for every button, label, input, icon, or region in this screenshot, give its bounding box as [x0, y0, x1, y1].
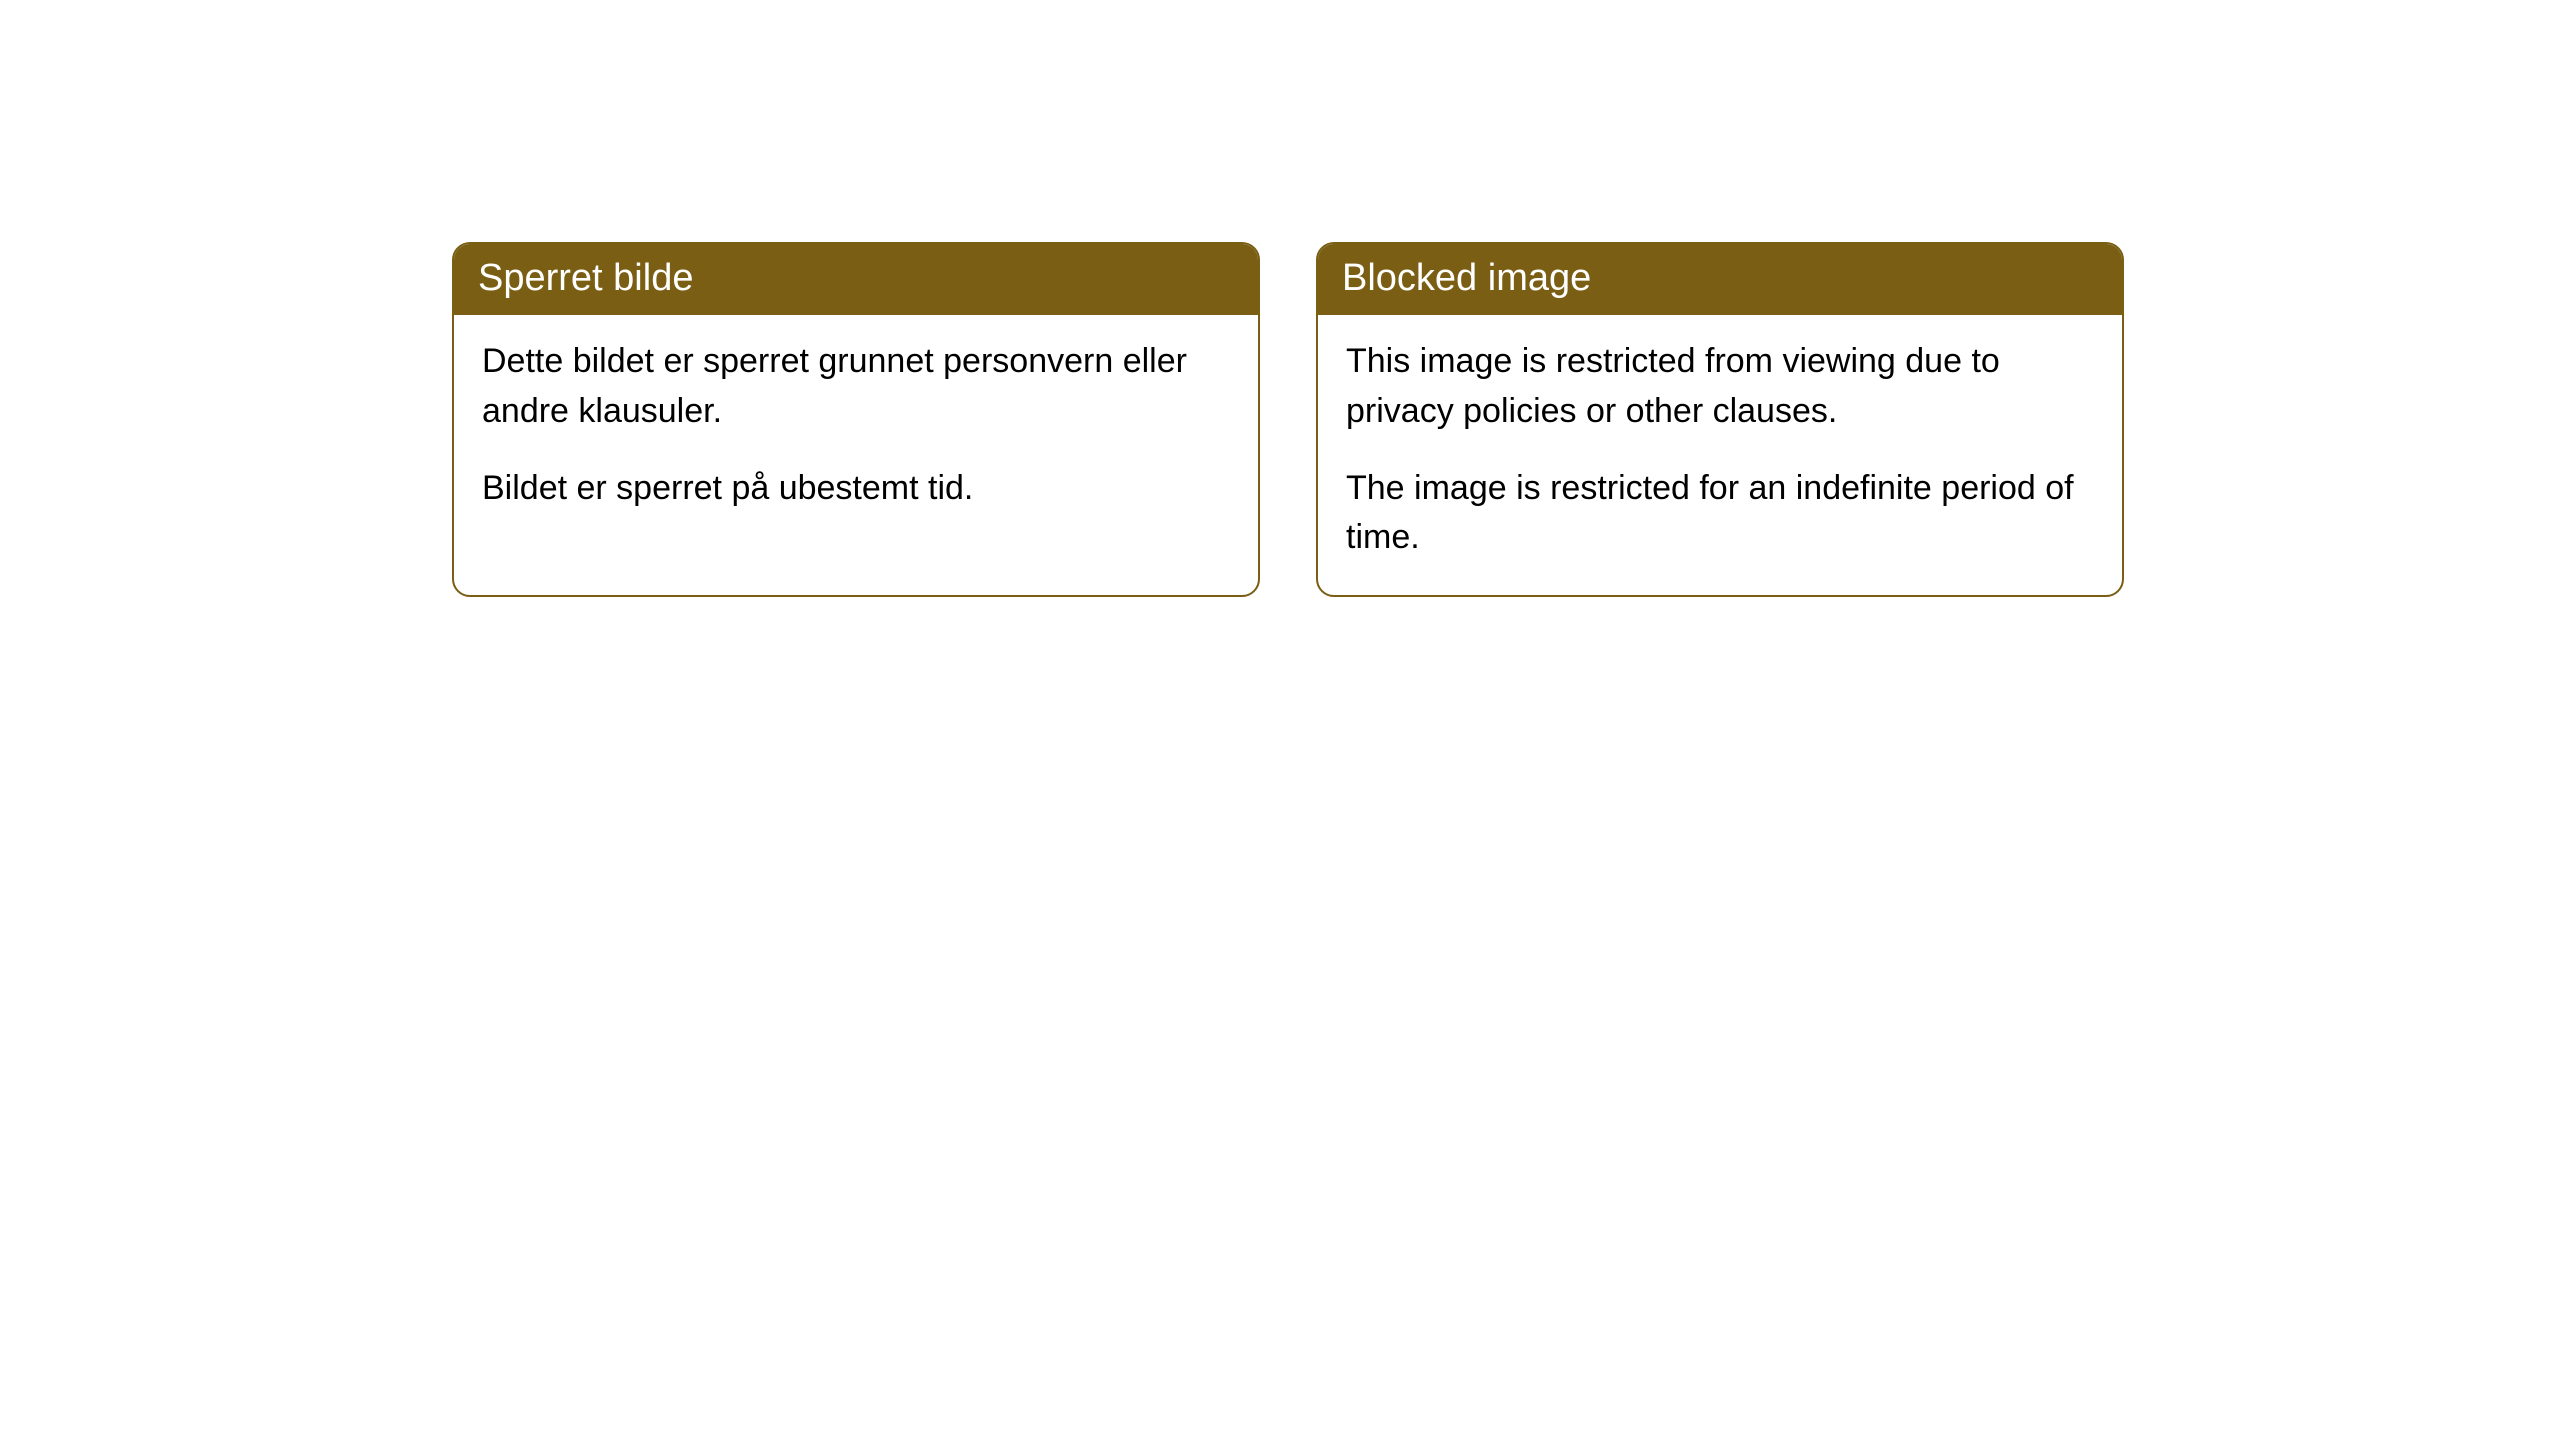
card-header: Sperret bilde	[454, 244, 1258, 315]
notice-card-english: Blocked image This image is restricted f…	[1316, 242, 2124, 597]
card-body: This image is restricted from viewing du…	[1318, 315, 2122, 594]
card-header: Blocked image	[1318, 244, 2122, 315]
card-paragraph: Bildet er sperret på ubestemt tid.	[482, 464, 1230, 513]
notice-cards-container: Sperret bilde Dette bildet er sperret gr…	[452, 242, 2124, 597]
notice-card-norwegian: Sperret bilde Dette bildet er sperret gr…	[452, 242, 1260, 597]
card-body: Dette bildet er sperret grunnet personve…	[454, 315, 1258, 545]
card-paragraph: Dette bildet er sperret grunnet personve…	[482, 337, 1230, 436]
card-paragraph: This image is restricted from viewing du…	[1346, 337, 2094, 436]
card-title: Sperret bilde	[478, 257, 693, 299]
card-title: Blocked image	[1342, 257, 1591, 299]
card-paragraph: The image is restricted for an indefinit…	[1346, 464, 2094, 563]
